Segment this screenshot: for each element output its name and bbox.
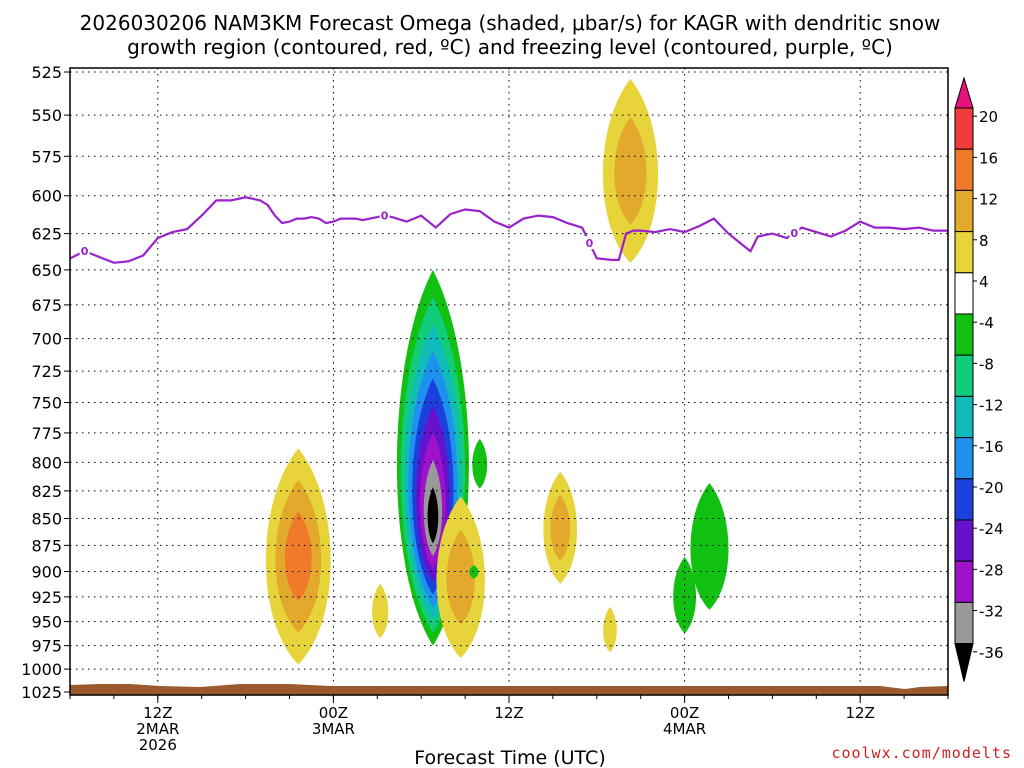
ytick-label-600: 600	[31, 187, 62, 206]
omega-level-12	[284, 511, 312, 601]
omega-region-descent-small-3	[603, 606, 617, 653]
colorbar-label-16: 16	[979, 149, 998, 167]
x-axis-title: Forecast Time (UTC)	[414, 747, 605, 768]
omega-level-8	[446, 530, 475, 625]
colorbar-label-8: 8	[979, 232, 989, 250]
freezing-level-labels: 0 0 0 0	[79, 208, 800, 258]
omega-region-descent-small-2	[543, 471, 578, 584]
ytick-label-650: 650	[31, 261, 62, 280]
omega-level-8	[614, 117, 647, 225]
xtick-label-12-2: 2MAR	[136, 720, 179, 738]
freezing-label-bg	[789, 225, 800, 239]
colorbar-label--32: -32	[979, 603, 1004, 621]
colorbar-label-20: 20	[979, 108, 998, 126]
omega-level-8	[550, 494, 571, 561]
omega-level-4	[603, 606, 617, 653]
xtick-label-36-1: 12Z	[494, 704, 523, 722]
ytick-label-550: 550	[31, 106, 62, 125]
ytick-label-625: 625	[31, 225, 62, 244]
ytick-label-575: 575	[31, 147, 62, 166]
ytick-label-700: 700	[31, 330, 62, 349]
freezing-label: 0	[586, 237, 594, 250]
omega-level--4	[673, 556, 697, 634]
freezing-label-bg	[379, 208, 390, 222]
omega-region-ascent-tiny-1	[472, 438, 488, 489]
omega-shading-layer	[265, 79, 729, 665]
colorbar-label--8: -8	[979, 355, 994, 373]
ytick-label-800: 800	[31, 453, 62, 472]
freezing-label-bg	[79, 244, 90, 258]
xtick-label-24-1: 00Z	[319, 704, 348, 722]
colorbar-label-4: 4	[979, 273, 989, 291]
omega-region-descent-strip-mid	[436, 496, 485, 658]
ytick-label-875: 875	[31, 536, 62, 555]
ytick-label-900: 900	[31, 562, 62, 581]
ytick-label-925: 925	[31, 588, 62, 607]
colorbar-label--28: -28	[979, 561, 1004, 579]
colorbar-top-arrow	[954, 76, 974, 109]
ytick-label-525: 525	[31, 63, 62, 82]
omega-level--36	[427, 487, 439, 544]
ytick-label-825: 825	[31, 482, 62, 501]
colorbar-legend: 20 16 12 8 4 -4 -8 -12 -16 -20 -24 -28 -32 -36	[954, 76, 1004, 682]
colorbar-box-9	[954, 437, 974, 480]
ytick-label-850: 850	[31, 510, 62, 529]
ytick-label-725: 725	[31, 362, 62, 381]
xtick-label-24-2: 3MAR	[312, 720, 355, 738]
xtick-label-48-1: 00Z	[670, 704, 699, 722]
colorbar-label-12: 12	[979, 191, 998, 209]
colorbar-label--20: -20	[979, 479, 1004, 497]
colorbar-label--4: -4	[979, 314, 994, 332]
ytick-label-775: 775	[31, 424, 62, 443]
omega-level--4	[469, 565, 479, 579]
colorbar-bottom-arrow	[954, 643, 974, 682]
colorbar-label--24: -24	[979, 520, 1004, 538]
freezing-level-contour	[69, 196, 948, 264]
ytick-label-750: 750	[31, 394, 62, 413]
xtick-label-60-1: 12Z	[846, 704, 875, 722]
freezing-label: 0	[381, 210, 389, 223]
colorbar-box-2	[954, 148, 974, 191]
colorbar-box-8	[954, 395, 974, 439]
ytick-label-1025: 1025	[21, 683, 62, 702]
chart-title-line1: 2026030206 NAM3KM Forecast Omega (shaded…	[80, 11, 941, 35]
surface-terrain	[70, 684, 948, 695]
credit-text: coolwx.com/modelts	[831, 744, 1012, 762]
omega-level--4	[472, 438, 488, 489]
colorbar-box-10	[954, 478, 974, 521]
chart-title-line2: growth region (contoured, red, ºC) and f…	[127, 35, 893, 59]
xtick-label-12-3: 2026	[139, 736, 177, 754]
ytick-label-950: 950	[31, 613, 62, 632]
colorbar-box-3	[954, 189, 974, 233]
freezing-label: 0	[81, 245, 89, 258]
omega-region-upper-descent-lobe	[602, 79, 659, 263]
colorbar-box-7	[954, 354, 974, 397]
xtick-label-12-1: 12Z	[143, 704, 172, 722]
colorbar-box-12	[954, 560, 974, 603]
ytick-label-675: 675	[31, 296, 62, 315]
xtick-label-48-2: 4MAR	[663, 720, 706, 738]
y-axis-pressure: 525 550 575 600 625 650 675 700 725 750 775 800 825 8…	[21, 63, 70, 702]
colorbar-box-4	[954, 231, 974, 274]
omega-region-ascent-tiny-2	[469, 565, 479, 579]
colorbar-box-1	[954, 107, 974, 150]
colorbar-label--36: -36	[979, 644, 1004, 662]
colorbar-label--16: -16	[979, 438, 1004, 456]
colorbar-box-5	[954, 272, 974, 315]
omega-level--4	[690, 482, 729, 610]
grid-layer	[70, 68, 948, 695]
omega-region-ascent-small-1	[673, 556, 697, 634]
ytick-label-975: 975	[31, 637, 62, 656]
colorbar-box-6	[954, 313, 974, 356]
colorbar-box-13	[954, 601, 974, 645]
freezing-label-bg	[584, 236, 595, 250]
omega-region-ascent-small-2	[690, 482, 729, 610]
ytick-label-1000: 1000	[21, 660, 62, 679]
freezing-label: 0	[791, 227, 799, 240]
plot-area: 0 0 0 0	[69, 67, 949, 696]
colorbar-box-11	[954, 519, 974, 562]
colorbar-label--12: -12	[979, 397, 1004, 415]
